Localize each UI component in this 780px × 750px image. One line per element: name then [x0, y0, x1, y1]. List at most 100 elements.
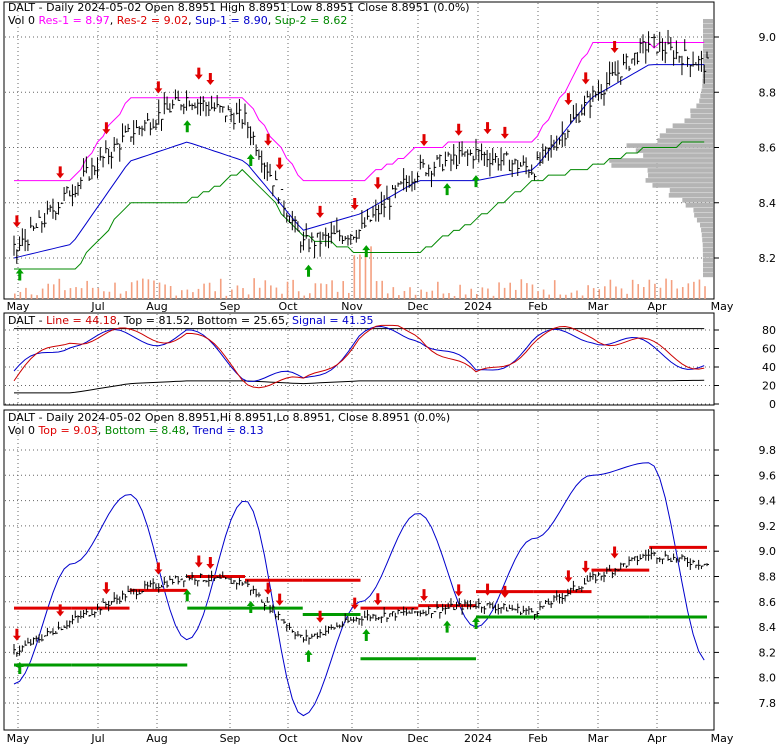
volume-bar [359, 254, 361, 299]
volume-bar [570, 292, 573, 299]
volume-bar [119, 293, 122, 299]
volume-bar [704, 286, 706, 299]
volume-profile-bar [659, 133, 713, 138]
volume-bar [169, 286, 172, 299]
volume-bar [342, 281, 345, 299]
sell-arrow [194, 67, 203, 80]
sell-arrow [373, 177, 382, 190]
sell-arrow [56, 604, 65, 617]
sell-arrow [500, 126, 509, 139]
volume-bar [698, 279, 701, 299]
volume-bar [604, 286, 606, 299]
res-1-line [14, 42, 705, 182]
volume-bar [236, 285, 239, 299]
buy-arrow [183, 589, 192, 602]
volume-bar [576, 290, 578, 299]
sell-arrow [610, 41, 619, 54]
volume-bar [592, 288, 595, 299]
volume-profile-bar [702, 237, 713, 243]
volume-bar [364, 255, 367, 299]
volume-bar [409, 287, 411, 299]
x-tick-label-price: Mar [588, 300, 609, 313]
volume-bar [47, 283, 49, 299]
volume-bar [648, 279, 651, 299]
signal-arrows [12, 41, 619, 675]
y-tick-label: 80 [762, 324, 776, 337]
sell-arrow [350, 197, 359, 210]
volume-profile-bar [702, 63, 713, 69]
volume-profile-bar [702, 68, 713, 74]
y-tick-label: 9.0 [759, 545, 777, 558]
volume-bar [19, 291, 22, 299]
y-tick-label: 9.4 [759, 495, 777, 508]
x-tick-label-price: Apr [647, 300, 667, 313]
buy-arrow [246, 600, 255, 613]
x-tick-label-price: Dec [407, 300, 428, 313]
volume-bar [186, 289, 189, 299]
header-part: Vol 0 [8, 424, 38, 437]
volume-bar [442, 293, 445, 299]
sell-arrow [206, 557, 215, 570]
volume-bar [609, 279, 612, 299]
y-tick-label: 8.6 [759, 142, 777, 155]
x-tick-label-trend: Jul [90, 732, 104, 745]
volume-bar [687, 283, 690, 299]
volume-bar [52, 284, 55, 299]
volume-bar [503, 287, 506, 299]
volume-bar [231, 289, 233, 299]
sell-arrow [194, 555, 203, 568]
volume-bar [275, 287, 278, 299]
sell-arrow [581, 560, 590, 573]
header-part: Top = 9.03 [37, 424, 97, 437]
volume-bar [542, 289, 545, 299]
x-tick-label-trend: May [7, 732, 30, 745]
volume-bar [425, 291, 428, 299]
sell-arrow [275, 157, 284, 170]
y-tick-label: 40 [762, 361, 776, 374]
header-part: , [268, 14, 275, 27]
buy-arrow [15, 268, 24, 281]
volume-profile-bar [702, 58, 713, 64]
volume-profile-bar [665, 128, 713, 133]
header-part: Signal = 41.35 [292, 314, 374, 327]
stoch-line [13, 324, 705, 389]
volume-bar [676, 288, 678, 299]
volume-bar [431, 290, 434, 299]
volume-bar [459, 284, 461, 299]
buy-arrow [183, 120, 192, 133]
sell-arrow [12, 628, 21, 641]
x-tick-label-price: May [711, 300, 734, 313]
stochastic-panel-title: DALT - Line = 44.18, Top = 81.52, Bottom… [8, 314, 374, 327]
volume-bar [559, 294, 562, 299]
volume-profile-bar [672, 123, 713, 128]
y-tick-label: 8.4 [759, 621, 777, 634]
volume-bar [637, 284, 640, 299]
sell-arrow [264, 133, 273, 146]
y-tick-label: 20 [762, 380, 776, 393]
y-tick-label: 8.8 [759, 571, 777, 584]
volume-profile-bar [702, 23, 713, 29]
volume-bar [531, 284, 534, 299]
x-tick-label-price: Sep [220, 300, 241, 313]
volume-bar [320, 283, 322, 299]
sell-arrow [154, 81, 163, 94]
volume-bar [247, 294, 250, 299]
volume-bar [492, 295, 495, 299]
buy-arrow [304, 649, 313, 662]
volume-profile-bar [702, 28, 713, 34]
volume-profile-bar [702, 48, 713, 54]
volume-profile-bar [682, 197, 713, 203]
volume-bar [270, 285, 272, 299]
volume-bar [520, 279, 523, 299]
volume-bar [470, 288, 473, 299]
volume-bar [292, 279, 294, 299]
volume-bar [147, 279, 150, 299]
volume-profile-bar [690, 113, 713, 119]
volume-bar [97, 288, 100, 299]
volume-profile-bar [648, 173, 713, 178]
volume-bar [398, 295, 400, 299]
sup-2-line [14, 141, 705, 270]
volume-bar [487, 288, 489, 299]
